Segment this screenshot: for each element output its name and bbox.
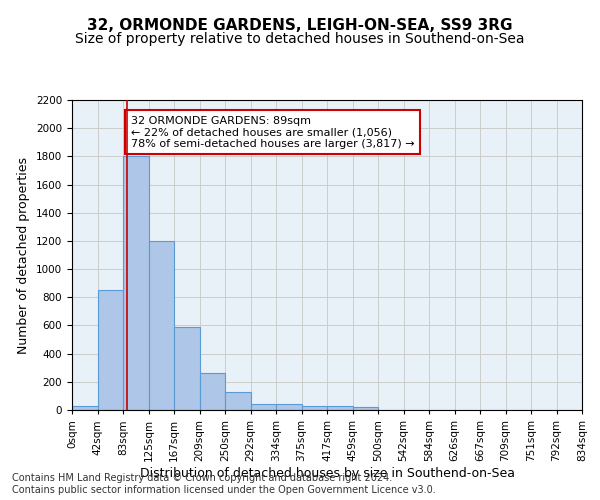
Text: 32, ORMONDE GARDENS, LEIGH-ON-SEA, SS9 3RG: 32, ORMONDE GARDENS, LEIGH-ON-SEA, SS9 3… <box>87 18 513 32</box>
Bar <box>123 156 149 410</box>
Bar <box>302 406 327 410</box>
Bar <box>72 406 97 410</box>
X-axis label: Distribution of detached houses by size in Southend-on-Sea: Distribution of detached houses by size … <box>139 466 515 479</box>
Bar <box>276 404 302 410</box>
Bar <box>149 241 174 410</box>
Bar <box>225 392 251 410</box>
Text: Contains HM Land Registry data © Crown copyright and database right 2024.
Contai: Contains HM Land Registry data © Crown c… <box>12 474 436 495</box>
Bar <box>353 408 378 410</box>
Bar <box>97 290 123 410</box>
Bar <box>199 374 225 410</box>
Bar <box>174 327 199 410</box>
Bar <box>327 406 353 410</box>
Text: 32 ORMONDE GARDENS: 89sqm
← 22% of detached houses are smaller (1,056)
78% of se: 32 ORMONDE GARDENS: 89sqm ← 22% of detac… <box>131 116 414 148</box>
Bar <box>251 404 276 410</box>
Y-axis label: Number of detached properties: Number of detached properties <box>17 156 31 354</box>
Text: Size of property relative to detached houses in Southend-on-Sea: Size of property relative to detached ho… <box>75 32 525 46</box>
